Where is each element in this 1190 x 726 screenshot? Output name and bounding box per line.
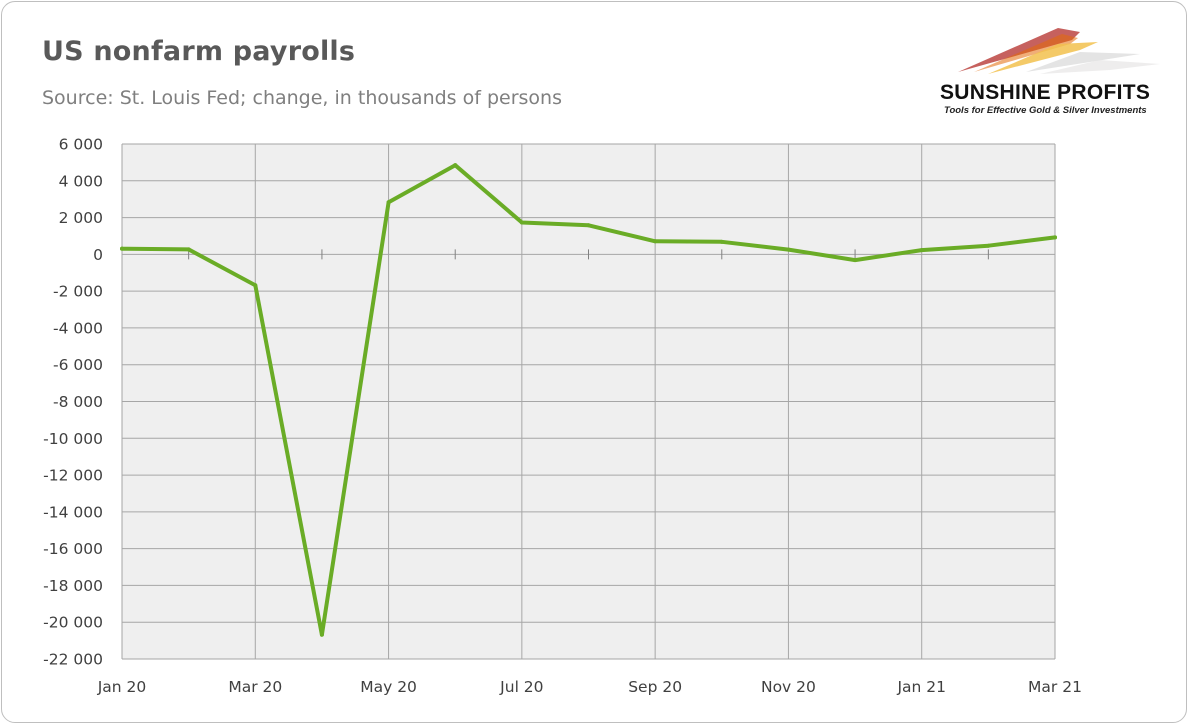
data-point xyxy=(519,220,524,225)
y-tick-label: -8 000 xyxy=(53,393,103,411)
data-point xyxy=(786,247,791,252)
y-tick-label: -22 000 xyxy=(43,651,103,669)
chart-title: US nonfarm payrolls xyxy=(42,36,356,67)
data-point xyxy=(386,200,391,205)
y-tick-label: 4 000 xyxy=(59,172,103,190)
y-tick-label: -18 000 xyxy=(43,577,103,595)
x-tick-label: Sep 20 xyxy=(628,678,682,696)
y-tick-label: 0 xyxy=(93,246,103,264)
logo-tagline: Tools for Effective Gold & Silver Invest… xyxy=(944,105,1147,116)
x-tick-label: Jan 20 xyxy=(97,678,147,696)
data-point xyxy=(919,248,924,253)
data-point xyxy=(1053,235,1057,240)
logo-name: SUNSHINE PROFITS xyxy=(940,81,1151,104)
x-tick-label: Jul 20 xyxy=(499,678,543,696)
y-tick-label: -16 000 xyxy=(43,540,103,558)
y-tick-label: -6 000 xyxy=(53,356,103,374)
y-tick-label: 2 000 xyxy=(59,209,103,227)
x-tick-label: Nov 20 xyxy=(761,678,816,696)
y-tick-label: -14 000 xyxy=(43,503,103,521)
x-tick-label: Jan 21 xyxy=(896,678,946,696)
data-point xyxy=(653,239,658,244)
sunshine-profits-logo-icon xyxy=(958,28,1160,74)
x-tick-label: Mar 20 xyxy=(228,678,282,696)
y-tick-label: -2 000 xyxy=(53,283,103,301)
y-tick-label: 6 000 xyxy=(59,136,103,154)
data-point xyxy=(853,258,858,263)
y-tick-label: -12 000 xyxy=(43,467,103,485)
x-tick-label: May 20 xyxy=(360,678,417,696)
data-point xyxy=(120,246,124,251)
data-point xyxy=(186,247,191,252)
y-tick-label: -10 000 xyxy=(43,430,103,448)
data-point xyxy=(453,163,458,168)
data-point xyxy=(719,239,724,244)
data-point xyxy=(986,243,991,248)
x-tick-label: Mar 21 xyxy=(1028,678,1082,696)
data-point xyxy=(586,223,591,228)
chart-subtitle: Source: St. Louis Fed; change, in thousa… xyxy=(42,87,562,109)
data-point xyxy=(253,283,258,288)
y-tick-label: -20 000 xyxy=(43,614,103,632)
data-point xyxy=(319,632,324,637)
y-tick-label: -4 000 xyxy=(53,319,103,337)
